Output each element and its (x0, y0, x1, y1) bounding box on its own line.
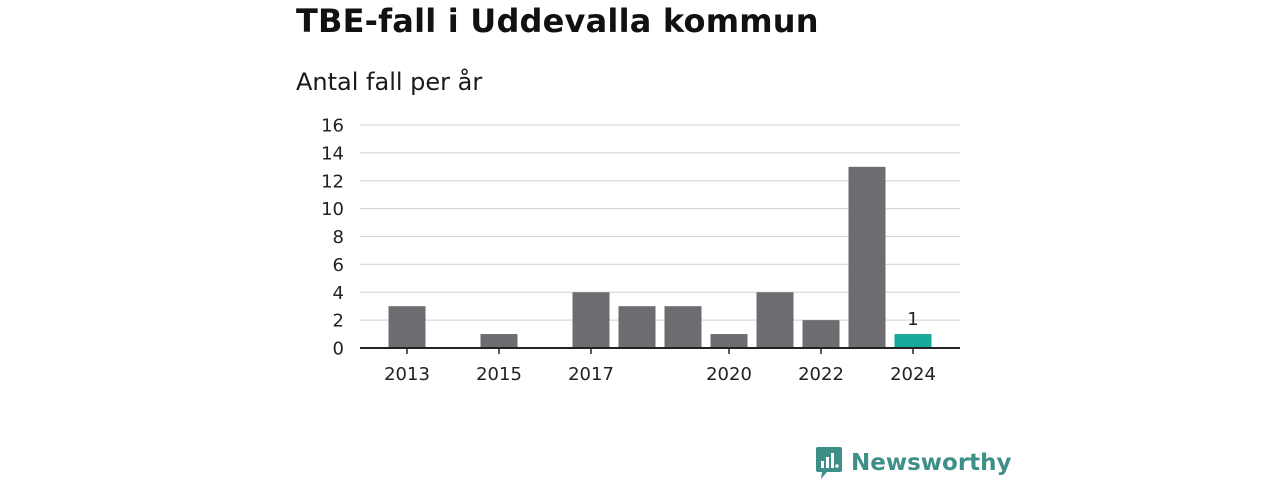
y-tick-label: 10 (321, 199, 344, 220)
y-tick-label: 4 (333, 283, 344, 304)
y-tick-label: 12 (321, 171, 344, 192)
bar-2017 (572, 292, 610, 348)
y-tick-label: 8 (333, 227, 344, 248)
bar-2015 (480, 334, 518, 348)
y-tick-label: 6 (333, 255, 344, 276)
x-axis-ticks: 2013 2015 2017 2020 2022 2024 (384, 348, 936, 385)
bars (388, 166, 932, 348)
bar-2019 (664, 306, 702, 348)
x-tick-label: 2015 (476, 364, 522, 385)
brand-name: Newsworthy (851, 450, 1012, 476)
x-tick-label: 2022 (798, 364, 844, 385)
y-tick-label: 14 (321, 143, 344, 164)
bar-2022 (802, 320, 840, 348)
x-tick-label: 2017 (568, 364, 614, 385)
bar-2023 (848, 166, 886, 348)
chart-subtitle: Antal fall per år (296, 68, 483, 96)
bar-2020 (710, 334, 748, 348)
data-labels: 1 (907, 309, 918, 330)
x-tick-label: 2013 (384, 364, 430, 385)
brand-footer: Newsworthy (815, 446, 1012, 480)
bar-2013 (388, 306, 426, 348)
y-tick-label: 16 (321, 116, 344, 137)
data-label-2024: 1 (907, 309, 918, 330)
y-tick-label: 2 (333, 311, 344, 332)
x-tick-label: 2024 (890, 364, 936, 385)
bar-2024 (894, 334, 932, 348)
newsworthy-logo-icon (816, 447, 842, 479)
bar-2021 (756, 292, 794, 348)
bar-2018 (618, 306, 656, 348)
y-tick-label: 0 (333, 339, 344, 360)
x-tick-label: 2020 (706, 364, 752, 385)
y-axis-ticks: 0 2 4 6 8 10 12 14 16 (321, 116, 344, 360)
chart-title: TBE-fall i Uddevalla kommun (296, 2, 819, 40)
